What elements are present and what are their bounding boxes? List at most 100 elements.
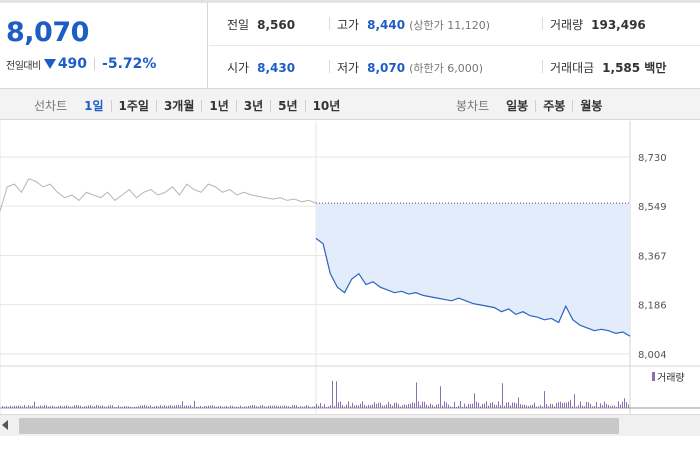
volume-bar [74, 405, 75, 408]
scroll-thumb[interactable] [19, 418, 619, 434]
volume-bar [554, 406, 555, 408]
volume-bar [236, 406, 237, 408]
volume-bar [88, 405, 89, 408]
period-3y[interactable]: 3년 [235, 99, 270, 112]
stat-value: 8,560 [257, 18, 296, 32]
volume-bar [206, 406, 207, 408]
volume-bar [542, 406, 543, 408]
volume-bar [290, 406, 291, 408]
period-1y[interactable]: 1년 [201, 99, 235, 112]
volume-bar [502, 383, 503, 408]
volume-bar [444, 401, 445, 408]
period-10y[interactable]: 10년 [304, 99, 348, 112]
price-line [315, 237, 631, 337]
volume-bar [76, 405, 77, 408]
period-3m[interactable]: 3개월 [155, 99, 201, 112]
volume-bar [6, 406, 7, 408]
volume-bar [130, 406, 131, 408]
volume-bar [582, 405, 583, 408]
volume-bar [132, 406, 133, 408]
volume-bar [158, 406, 159, 408]
period-1w[interactable]: 1주일 [110, 99, 156, 112]
volume-bar [266, 406, 267, 408]
volume-bar [106, 406, 107, 408]
volume-bar [516, 403, 517, 408]
candle-weekly[interactable]: 주봉 [535, 99, 572, 112]
volume-bar [622, 401, 623, 408]
volume-bar [144, 405, 145, 408]
volume-bar [160, 405, 161, 408]
volume-bar [18, 405, 19, 408]
stat-value: 1,585 백만 [602, 61, 667, 75]
volume-bar [418, 401, 419, 408]
volume-bar [312, 406, 313, 408]
volume-bar [110, 405, 111, 408]
volume-bar [274, 405, 275, 408]
volume-bar [526, 405, 527, 408]
volume-bar [548, 406, 549, 408]
volume-bar [108, 405, 109, 408]
volume-bar [558, 402, 559, 408]
volume-bar [4, 406, 5, 408]
volume-bar [504, 405, 505, 408]
volume-bar [42, 406, 43, 408]
volume-bar [306, 405, 307, 408]
volume-bar [134, 406, 135, 408]
line-chart-label: 선차트 [34, 99, 68, 113]
y-tick-label: 8,004 [638, 350, 667, 361]
volume-bar [488, 405, 489, 408]
scroll-left-arrow-icon[interactable] [2, 420, 8, 430]
period-1d[interactable]: 1일 [84, 98, 104, 113]
volume-bar [268, 405, 269, 408]
volume-bar [66, 405, 67, 408]
price-box: 8,070 전일대비 490 -5.72% [0, 3, 208, 89]
volume-bar [330, 405, 331, 408]
volume-bar [210, 405, 211, 408]
volume-bar [22, 406, 23, 408]
period-5y[interactable]: 5년 [270, 99, 304, 112]
candle-daily[interactable]: 일봉 [506, 98, 529, 113]
volume-bar [298, 406, 299, 408]
volume-bar [302, 406, 303, 408]
volume-bar [254, 405, 255, 408]
stat-value: 193,496 [591, 18, 646, 32]
chart-scrollbar[interactable] [0, 414, 700, 436]
volume-bar [166, 406, 167, 408]
volume-bar [304, 406, 305, 408]
volume-bar [338, 402, 339, 408]
volume-bar [280, 405, 281, 408]
volume-bar [378, 402, 379, 408]
current-price: 8,070 [6, 17, 89, 48]
volume-bar [406, 405, 407, 408]
volume-bar [486, 401, 487, 408]
volume-bar [190, 405, 191, 408]
volume-bar [328, 406, 329, 408]
stat-value: 8,070 [367, 61, 406, 75]
volume-bar [610, 406, 611, 408]
volume-bar [398, 404, 399, 408]
volume-bar [400, 406, 401, 408]
volume-bar [544, 391, 545, 408]
volume-bar [620, 404, 621, 408]
volume-bar [310, 406, 311, 408]
volume-bar [436, 404, 437, 408]
volume-bar [68, 406, 69, 408]
candle-monthly[interactable]: 월봉 [572, 99, 609, 112]
volume-bar [320, 403, 321, 408]
stats-row-1: 전일 8,560 고가 8,440 (상한가 11,120) 거래량 193,4… [209, 3, 700, 46]
volume-bar [522, 404, 523, 408]
volume-bar [244, 406, 245, 408]
volume-bar [168, 405, 169, 408]
volume-bar [248, 406, 249, 408]
volume-bar [508, 402, 509, 408]
volume-bar [58, 406, 59, 408]
volume-bar [226, 405, 227, 408]
volume-bar [200, 405, 201, 408]
volume-bar [344, 406, 345, 408]
volume-bar [314, 406, 315, 408]
area-fill [316, 203, 630, 337]
volume-bar [438, 403, 439, 408]
stat-volume: 거래량 193,496 [542, 16, 646, 33]
volume-bar [352, 402, 353, 408]
volume-bar [128, 406, 129, 408]
